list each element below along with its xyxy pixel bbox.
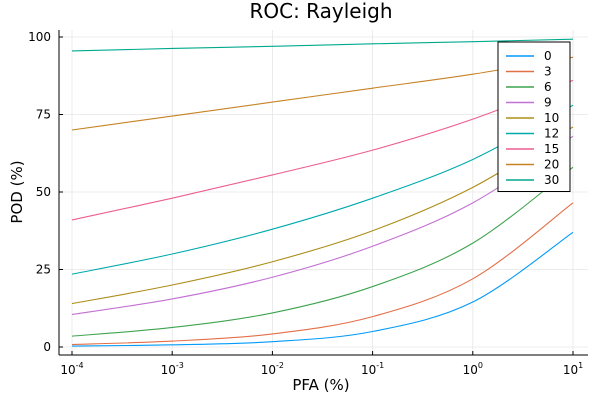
series-lines xyxy=(71,38,574,347)
legend-label-30: 30 xyxy=(544,173,559,187)
series-line-15 xyxy=(71,79,574,221)
legend-label-0: 0 xyxy=(544,49,552,63)
x-tick-label: 10-2 xyxy=(261,361,284,377)
x-axis-label: PFA (%) xyxy=(292,376,349,394)
x-tick-label: 101 xyxy=(563,361,583,377)
series-line-20 xyxy=(71,56,574,131)
series-line-0 xyxy=(71,231,574,347)
y-tick-label: 50 xyxy=(36,185,51,199)
x-tick-label: 10-3 xyxy=(161,361,184,377)
series-line-10 xyxy=(71,126,574,305)
series-line-30 xyxy=(71,38,574,52)
legend-label-6: 6 xyxy=(544,80,552,94)
y-tick-label: 75 xyxy=(36,108,51,122)
y-tick-label: 100 xyxy=(28,30,51,44)
legend-label-10: 10 xyxy=(544,111,559,125)
legend-label-20: 20 xyxy=(544,158,559,172)
legend-label-12: 12 xyxy=(544,127,559,141)
x-tick-label: 100 xyxy=(463,361,483,377)
y-axis-label: POD (%) xyxy=(8,160,26,223)
y-tick-label: 0 xyxy=(43,340,51,354)
series-line-9 xyxy=(71,135,574,315)
y-tick-label: 25 xyxy=(36,263,51,277)
x-tick-labels: 10-4 10-3 10-2 10-1 100 101 xyxy=(60,351,583,377)
x-tick-label: 10-1 xyxy=(361,361,384,377)
series-line-6 xyxy=(71,166,574,337)
chart-title: ROC: Rayleigh xyxy=(249,0,392,23)
y-tick-labels: 0 25 50 75 100 xyxy=(28,30,63,354)
legend-box xyxy=(497,41,571,192)
series-line-12 xyxy=(71,104,574,275)
series-line-3 xyxy=(71,202,574,346)
legend-label-15: 15 xyxy=(544,142,559,156)
legend-label-9: 9 xyxy=(544,96,552,110)
legend-label-3: 3 xyxy=(544,65,552,79)
x-tick-label: 10-4 xyxy=(60,361,83,377)
